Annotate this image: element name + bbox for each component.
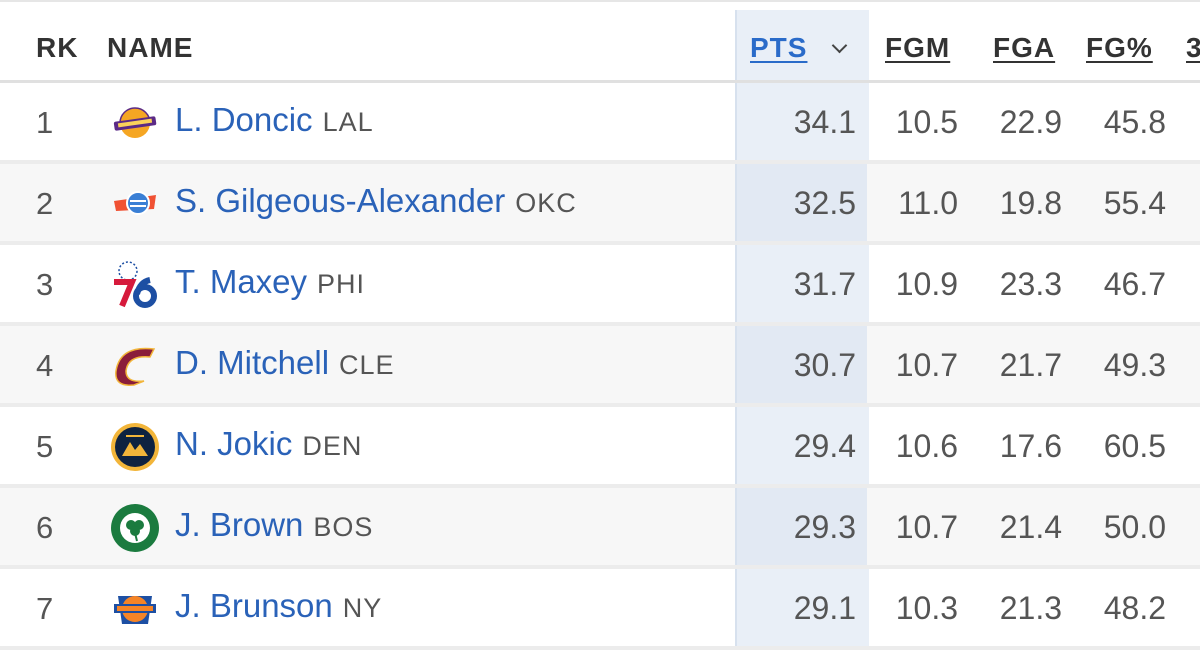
nuggets-logo-icon [111,423,159,471]
fgp-value: 48.2 [1103,590,1166,626]
fgp-value: 46.7 [1103,266,1166,302]
player-link[interactable]: J. Brown BOS [175,506,373,544]
fgm-value: 10.7 [895,509,958,545]
fgm-value: 11.0 [898,185,958,221]
team-abbr: NY [342,593,383,623]
player-link[interactable]: S. Gilgeous-Alexander OKC [175,182,577,220]
fga-value: 21.3 [999,590,1062,626]
table-row: 4 D. Mitchell CLE 30.7 10.7 21.7 49.3 [0,326,1200,407]
team-abbr: LAL [322,107,374,137]
table-row: 7 J. Brunson NY 29.1 10.3 21.3 48.2 [0,569,1200,650]
pts-value: 29.1 [793,590,856,626]
fgp-value: 55.4 [1103,185,1166,221]
fgp-value: 49.3 [1103,347,1166,383]
fgm-value: 10.9 [895,266,958,302]
team-abbr: CLE [339,350,395,380]
rank: 1 [36,105,54,140]
pts-value: 34.1 [793,104,856,140]
table-row: 5 N. Jokic DEN 29.4 10.6 17.6 60.5 [0,407,1200,488]
pts-value: 31.7 [793,266,856,302]
header-rk: RK [36,32,79,63]
pts-cell-bg [735,164,867,241]
team-abbr: PHI [317,269,366,299]
fgp-value: 45.8 [1103,104,1166,140]
header-3p-sort[interactable]: 3 [1186,32,1200,63]
fga-value: 21.7 [999,347,1062,383]
player-link[interactable]: L. Doncic LAL [175,101,374,139]
pts-cell-bg [735,326,867,403]
player-name[interactable]: S. Gilgeous-Alexander [175,182,506,219]
pts-value: 29.3 [793,509,856,545]
player-name[interactable]: L. Doncic [175,101,313,138]
fgm-value: 10.6 [895,428,958,464]
player-name[interactable]: J. Brown [175,506,304,543]
table-row: 3 T. Maxey PHI 31.7 10.9 23.3 46.7 [0,245,1200,326]
table-header: RK NAME PTS FGM FGA FG% 3 [0,10,1200,83]
knicks-logo-icon [114,596,156,624]
player-link[interactable]: N. Jokic DEN [175,425,362,463]
player-link[interactable]: T. Maxey PHI [175,263,365,301]
pts-cell-bg [735,569,867,646]
celtics-logo-icon [111,504,159,552]
player-name[interactable]: D. Mitchell [175,344,330,381]
team-abbr: BOS [313,512,374,542]
pts-value: 30.7 [793,347,856,383]
fgm-value: 10.7 [895,347,958,383]
team-abbr: OKC [515,188,577,218]
fga-value: 17.6 [999,428,1062,464]
fgm-value: 10.3 [895,590,958,626]
pts-value: 32.5 [793,185,856,221]
pts-cell-bg [735,407,867,484]
table-row: 2 S. Gilgeous-Alexander OKC 32.5 11.0 19.… [0,164,1200,245]
rank: 4 [36,348,54,383]
table-row: 1 L. Doncic LAL 34.1 10.5 22.9 45.8 [0,83,1200,164]
rank: 7 [36,591,54,626]
thunder-logo-icon [114,191,156,215]
rank: 5 [36,429,54,464]
header-name: NAME [107,32,194,63]
rank: 3 [36,267,54,302]
fga-value: 22.9 [999,104,1062,140]
pts-cell-bg [735,245,867,322]
rank: 2 [36,186,54,221]
fgp-value: 50.0 [1103,509,1166,545]
fga-value: 21.4 [999,509,1062,545]
pts-cell-bg [735,488,867,565]
player-name[interactable]: J. Brunson [175,587,333,624]
table-row: 6 J. Brown BOS 29.3 10.7 21.4 50.0 [0,488,1200,569]
header-fgm-sort[interactable]: FGM [885,32,951,63]
header-pts-sort[interactable]: PTS [750,32,808,63]
header-fga-sort[interactable]: FGA [993,32,1056,63]
player-name[interactable]: N. Jokic [175,425,293,462]
fga-value: 19.8 [999,185,1062,221]
chevron-down-icon[interactable] [831,37,848,54]
player-name[interactable]: T. Maxey [175,263,308,300]
header-fgp-sort[interactable]: FG% [1086,32,1153,63]
player-link[interactable]: J. Brunson NY [175,587,382,625]
fgm-value: 10.5 [895,104,958,140]
player-link[interactable]: D. Mitchell CLE [175,344,395,382]
cavaliers-logo-icon [115,347,156,386]
76ers-logo-icon [114,261,157,308]
fgp-value: 60.5 [1103,428,1166,464]
rank: 6 [36,510,54,545]
lakers-logo-icon [113,107,157,138]
fga-value: 23.3 [999,266,1062,302]
pts-cell-bg [735,83,867,160]
pts-value: 29.4 [793,428,856,464]
team-abbr: DEN [302,431,363,461]
